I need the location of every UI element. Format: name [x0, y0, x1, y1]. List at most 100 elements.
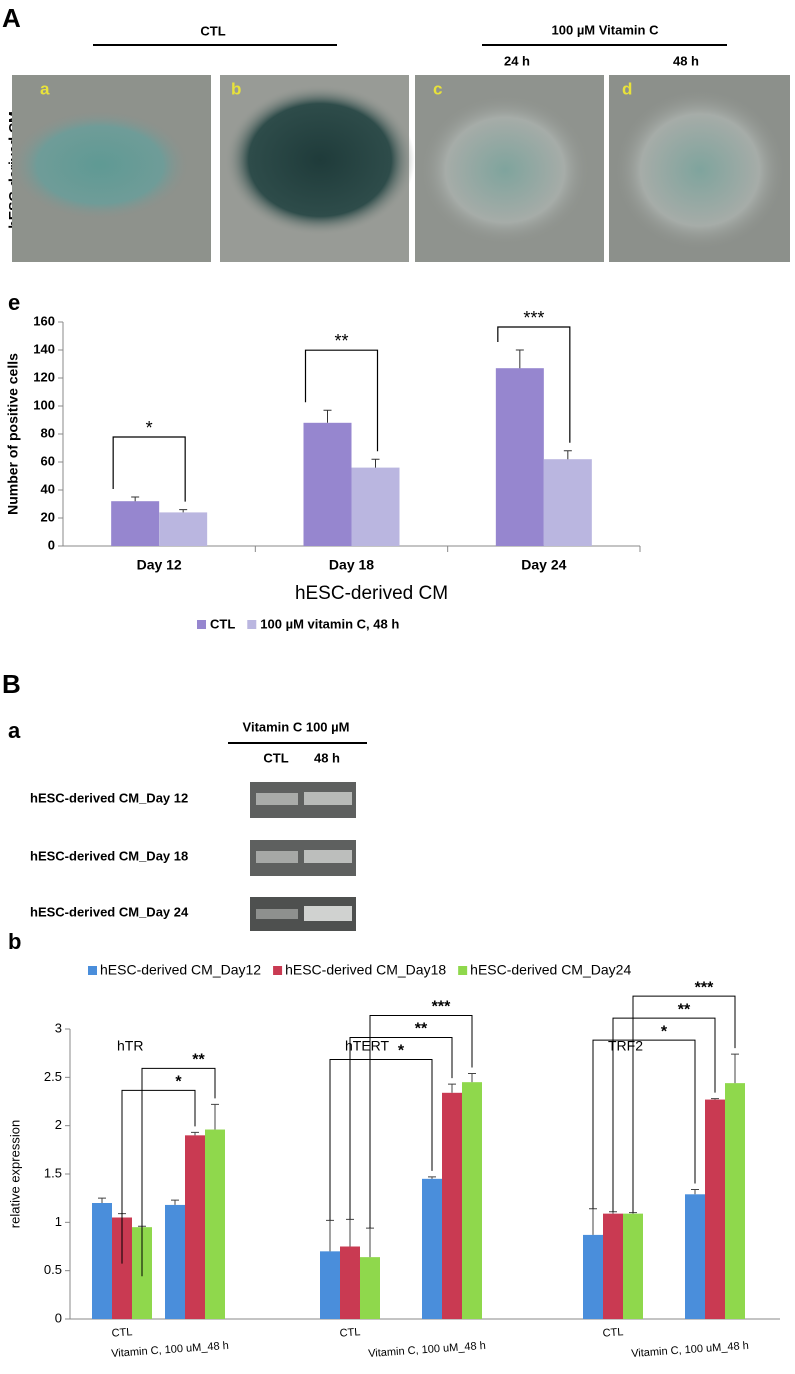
bar	[623, 1213, 643, 1319]
bar	[685, 1194, 705, 1319]
x-tick-label: CTL	[602, 1326, 624, 1339]
legend-swatch	[247, 620, 257, 629]
error-bar	[468, 1072, 476, 1083]
error-bar	[629, 1212, 637, 1214]
x-tick-label: Day 12	[137, 557, 182, 573]
significance-bracket	[304, 349, 379, 452]
legend-swatch	[458, 966, 468, 975]
bar	[340, 1246, 360, 1319]
significance-bracket	[497, 326, 571, 443]
significance-bracket	[369, 1014, 473, 1229]
y-tick-label: 2.5	[44, 1069, 62, 1084]
x-tick-label: Day 18	[329, 557, 374, 573]
bar	[360, 1257, 380, 1319]
y-tick-label: 160	[33, 313, 55, 328]
bar	[725, 1083, 745, 1319]
bar	[112, 1217, 132, 1319]
y-tick-label: 1.5	[44, 1165, 62, 1180]
panel-label: e	[8, 290, 20, 315]
significance-label: **	[334, 331, 348, 351]
legend-swatch	[88, 966, 97, 975]
y-axis-label: relative expression	[7, 1120, 22, 1228]
bar	[303, 422, 352, 546]
image-label: a	[40, 79, 50, 98]
error-bar	[131, 496, 140, 502]
x-tick-label: CTL	[111, 1326, 133, 1339]
error-bar	[515, 349, 524, 369]
significance-bracket	[349, 1036, 453, 1220]
bar	[165, 1204, 185, 1319]
bar	[320, 1251, 340, 1319]
y-tick-label: 80	[41, 425, 55, 440]
micrograph: b	[220, 75, 415, 262]
x-tick-label: Vitamin C, 100 uM_48 h	[631, 1340, 749, 1360]
bar	[543, 459, 592, 546]
bar	[159, 512, 208, 546]
significance-label: ***	[432, 999, 451, 1016]
panel-label: b	[8, 929, 21, 954]
y-tick-label: 1	[55, 1214, 62, 1229]
bar	[603, 1213, 623, 1319]
x-tick-label: Vitamin C, 100 uM_48 h	[368, 1340, 486, 1360]
image-label: c	[433, 79, 442, 98]
y-tick-label: 20	[41, 509, 55, 524]
significance-bracket	[112, 436, 186, 502]
error-bar	[98, 1197, 106, 1203]
significance-label: **	[192, 1052, 205, 1069]
bar	[462, 1082, 482, 1319]
error-bar	[711, 1098, 719, 1100]
y-tick-label: 0	[55, 1310, 62, 1325]
bar	[92, 1203, 112, 1319]
legend-swatch	[197, 620, 206, 629]
x-tick-label: CTL	[339, 1326, 361, 1339]
legend-label: hESC-derived CM_Day18	[285, 962, 446, 978]
bar	[442, 1092, 462, 1319]
x-tick-label: Vitamin C, 100 uM_48 h	[111, 1340, 229, 1360]
error-bar	[691, 1188, 699, 1195]
bar	[422, 1178, 442, 1319]
gel-column: CTL	[263, 750, 288, 765]
panel-label: a	[8, 718, 21, 743]
legend-label: hESC-derived CM_Day12	[100, 962, 261, 978]
gel-image	[250, 782, 356, 931]
bar	[495, 368, 544, 546]
y-tick-label: 0	[48, 537, 55, 552]
error-bar	[211, 1103, 219, 1130]
error-bar	[191, 1131, 199, 1136]
y-tick-label: 120	[33, 369, 55, 384]
panel-label: A	[2, 3, 21, 33]
error-bar	[171, 1199, 179, 1205]
significance-label: **	[678, 1001, 691, 1018]
y-tick-label: 140	[33, 341, 55, 356]
error-bar	[179, 509, 188, 513]
error-bar	[326, 1219, 334, 1252]
legend-swatch	[273, 966, 283, 975]
time-label: 24 h	[504, 53, 530, 68]
gel-column: 48 h	[314, 750, 340, 765]
error-bar	[428, 1176, 436, 1179]
significance-label: *	[398, 1043, 405, 1060]
y-tick-label: 3	[55, 1020, 62, 1035]
significance-bracket	[592, 1039, 696, 1209]
bar	[111, 501, 160, 546]
gel-row: hESC-derived CM_Day 18	[30, 848, 188, 863]
micrograph: c	[415, 75, 604, 262]
x-axis-label: hESC-derived CM	[295, 583, 448, 604]
group-header: CTL	[200, 23, 225, 38]
legend-label: CTL	[210, 616, 235, 631]
significance-label: *	[146, 418, 153, 438]
gel-row: hESC-derived CM_Day 12	[30, 790, 188, 805]
significance-bracket	[141, 1067, 216, 1277]
time-label: 48 h	[673, 53, 699, 68]
x-tick-label: Day 24	[521, 557, 566, 573]
error-bar	[323, 409, 332, 423]
significance-label: ***	[695, 979, 714, 996]
error-bar	[448, 1083, 456, 1093]
panel-label: B	[2, 669, 21, 699]
image-label: b	[231, 79, 241, 98]
significance-label: **	[415, 1021, 428, 1038]
group-header: 100 µM Vitamin C	[552, 22, 660, 37]
significance-label: *	[661, 1023, 668, 1040]
significance-bracket	[632, 995, 736, 1213]
